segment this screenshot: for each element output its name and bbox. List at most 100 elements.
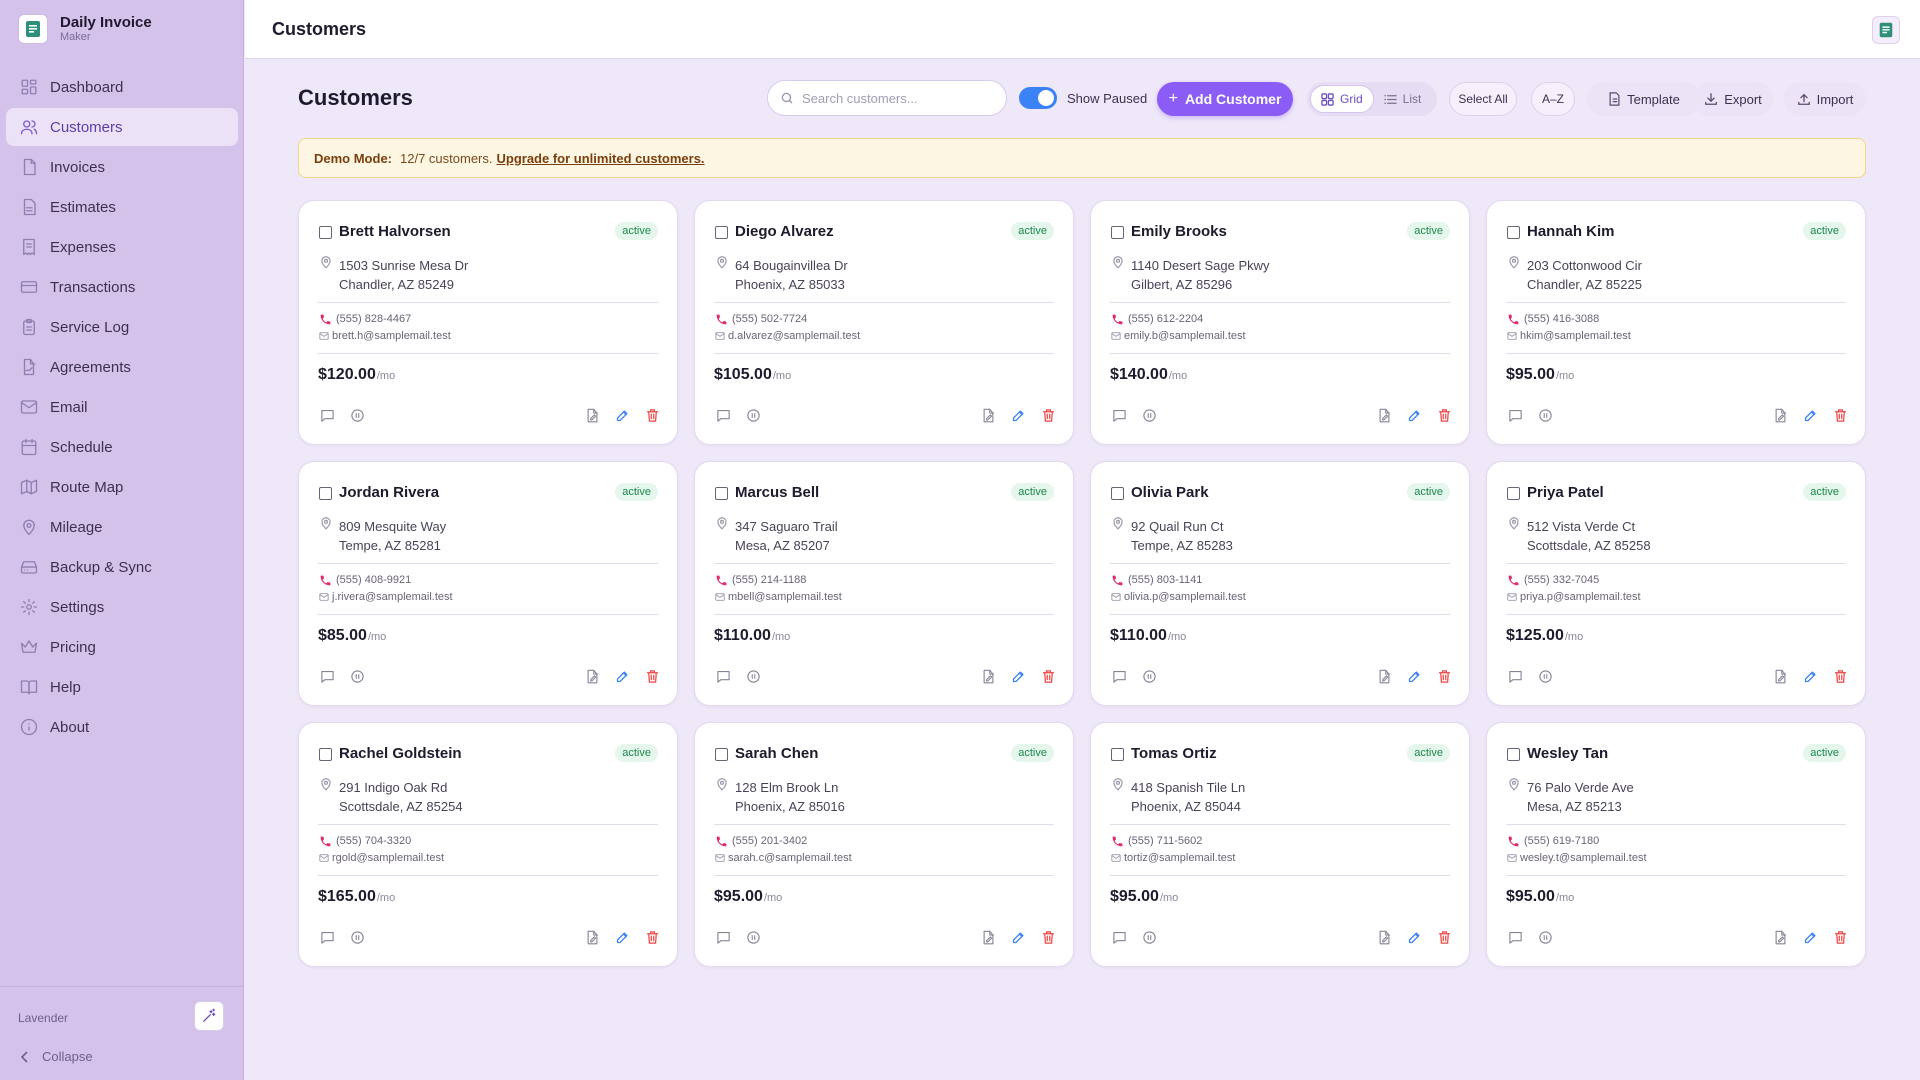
agreement-button[interactable]	[1375, 928, 1393, 946]
edit-button[interactable]	[1405, 928, 1423, 946]
customer-phone[interactable]: (555) 612-2204	[1128, 313, 1204, 325]
pause-button[interactable]	[744, 667, 762, 685]
edit-button[interactable]	[1009, 667, 1027, 685]
delete-button[interactable]	[643, 928, 661, 946]
sidebar-item-email[interactable]: Email	[6, 388, 238, 426]
select-checkbox[interactable]	[1507, 487, 1520, 500]
view-list-button[interactable]: List	[1374, 85, 1432, 113]
customer-phone[interactable]: (555) 502-7724	[732, 313, 808, 325]
delete-button[interactable]	[643, 667, 661, 685]
customer-card[interactable]: Olivia Park active 92 Quail Run Ct Tempe, A…	[1090, 461, 1470, 706]
notes-button[interactable]	[1110, 928, 1128, 946]
pause-button[interactable]	[1140, 928, 1158, 946]
notes-button[interactable]	[714, 667, 732, 685]
sort-button[interactable]: A–Z	[1531, 82, 1575, 116]
customer-phone[interactable]: (555) 214-1188	[732, 574, 807, 586]
customer-email[interactable]: wesley.t@samplemail.test	[1520, 852, 1647, 864]
edit-button[interactable]	[613, 667, 631, 685]
select-checkbox[interactable]	[319, 748, 332, 761]
theme-switch-button[interactable]	[194, 1001, 224, 1031]
agreement-button[interactable]	[979, 406, 997, 424]
customer-email[interactable]: brett.h@samplemail.test	[332, 330, 451, 342]
select-checkbox[interactable]	[319, 226, 332, 239]
delete-button[interactable]	[1831, 406, 1849, 424]
delete-button[interactable]	[1435, 928, 1453, 946]
customer-card[interactable]: Tomas Ortiz active 418 Spanish Tile Ln Phoe…	[1090, 722, 1470, 967]
delete-button[interactable]	[1039, 667, 1057, 685]
customer-phone[interactable]: (555) 711-5602	[1128, 835, 1203, 847]
view-grid-button[interactable]: Grid	[1310, 85, 1374, 113]
notes-button[interactable]	[714, 928, 732, 946]
sidebar-item-service-log[interactable]: Service Log	[6, 308, 238, 346]
pause-button[interactable]	[1140, 406, 1158, 424]
pause-button[interactable]	[744, 406, 762, 424]
sidebar-item-backup-sync[interactable]: Backup & Sync	[6, 548, 238, 586]
customer-card[interactable]: Rachel Goldstein active 291 Indigo Oak Rd S…	[298, 722, 678, 967]
select-all-button[interactable]: Select All	[1449, 82, 1517, 116]
sidebar-item-pricing[interactable]: Pricing	[6, 628, 238, 666]
sidebar-item-estimates[interactable]: Estimates	[6, 188, 238, 226]
customer-email[interactable]: sarah.c@samplemail.test	[728, 852, 852, 864]
notes-button[interactable]	[1506, 667, 1524, 685]
edit-button[interactable]	[1405, 406, 1423, 424]
sidebar-item-agreements[interactable]: Agreements	[6, 348, 238, 386]
customer-email[interactable]: d.alvarez@samplemail.test	[728, 330, 861, 342]
sidebar-item-customers[interactable]: Customers	[6, 108, 238, 146]
pause-button[interactable]	[348, 928, 366, 946]
edit-button[interactable]	[1405, 667, 1423, 685]
agreement-button[interactable]	[1771, 667, 1789, 685]
customer-email[interactable]: priya.p@samplemail.test	[1520, 591, 1641, 603]
select-checkbox[interactable]	[1507, 748, 1520, 761]
search-box[interactable]	[767, 80, 1007, 116]
customer-card[interactable]: Marcus Bell active 347 Saguaro Trail Mesa, …	[694, 461, 1074, 706]
pause-button[interactable]	[1536, 406, 1554, 424]
customer-phone[interactable]: (555) 828-4467	[336, 313, 412, 325]
select-checkbox[interactable]	[715, 226, 728, 239]
customer-email[interactable]: emily.b@samplemail.test	[1124, 330, 1246, 342]
agreement-button[interactable]	[583, 406, 601, 424]
delete-button[interactable]	[1435, 667, 1453, 685]
pause-button[interactable]	[1536, 667, 1554, 685]
sidebar-item-settings[interactable]: Settings	[6, 588, 238, 626]
sidebar-item-transactions[interactable]: Transactions	[6, 268, 238, 306]
brand[interactable]: Daily Invoice Maker	[18, 14, 152, 44]
agreement-button[interactable]	[979, 667, 997, 685]
customer-email[interactable]: rgold@samplemail.test	[332, 852, 445, 864]
edit-button[interactable]	[1009, 928, 1027, 946]
delete-button[interactable]	[1831, 667, 1849, 685]
customer-phone[interactable]: (555) 332-7045	[1524, 574, 1600, 586]
sidebar-item-invoices[interactable]: Invoices	[6, 148, 238, 186]
export-button[interactable]: Export	[1693, 82, 1773, 116]
pause-button[interactable]	[348, 406, 366, 424]
delete-button[interactable]	[643, 406, 661, 424]
collapse-button[interactable]: Collapse	[20, 1049, 93, 1064]
pause-button[interactable]	[1536, 928, 1554, 946]
sidebar-item-route-map[interactable]: Route Map	[6, 468, 238, 506]
customer-phone[interactable]: (555) 408-9921	[336, 574, 412, 586]
account-avatar-button[interactable]	[1872, 16, 1900, 44]
customer-phone[interactable]: (555) 416-3088	[1524, 313, 1600, 325]
edit-button[interactable]	[1801, 406, 1819, 424]
select-checkbox[interactable]	[715, 748, 728, 761]
delete-button[interactable]	[1039, 406, 1057, 424]
customer-email[interactable]: tortiz@samplemail.test	[1124, 852, 1236, 864]
template-button[interactable]: Template	[1587, 82, 1701, 116]
customer-card[interactable]: Diego Alvarez active 64 Bougainvillea Dr Ph…	[694, 200, 1074, 445]
agreement-button[interactable]	[1375, 406, 1393, 424]
delete-button[interactable]	[1435, 406, 1453, 424]
agreement-button[interactable]	[583, 928, 601, 946]
select-checkbox[interactable]	[1507, 226, 1520, 239]
customer-card[interactable]: Emily Brooks active 1140 Desert Sage Pkwy G…	[1090, 200, 1470, 445]
customer-card[interactable]: Jordan Rivera active 809 Mesquite Way Tempe…	[298, 461, 678, 706]
customer-email[interactable]: hkim@samplemail.test	[1520, 330, 1631, 342]
edit-button[interactable]	[1009, 406, 1027, 424]
notes-button[interactable]	[714, 406, 732, 424]
notes-button[interactable]	[1110, 406, 1128, 424]
notes-button[interactable]	[1506, 406, 1524, 424]
agreement-button[interactable]	[1375, 667, 1393, 685]
search-input[interactable]	[802, 90, 992, 106]
select-checkbox[interactable]	[1111, 748, 1124, 761]
sidebar-item-schedule[interactable]: Schedule	[6, 428, 238, 466]
customer-card[interactable]: Wesley Tan active 76 Palo Verde Ave Mesa, A…	[1486, 722, 1866, 967]
sidebar-item-about[interactable]: About	[6, 708, 238, 746]
